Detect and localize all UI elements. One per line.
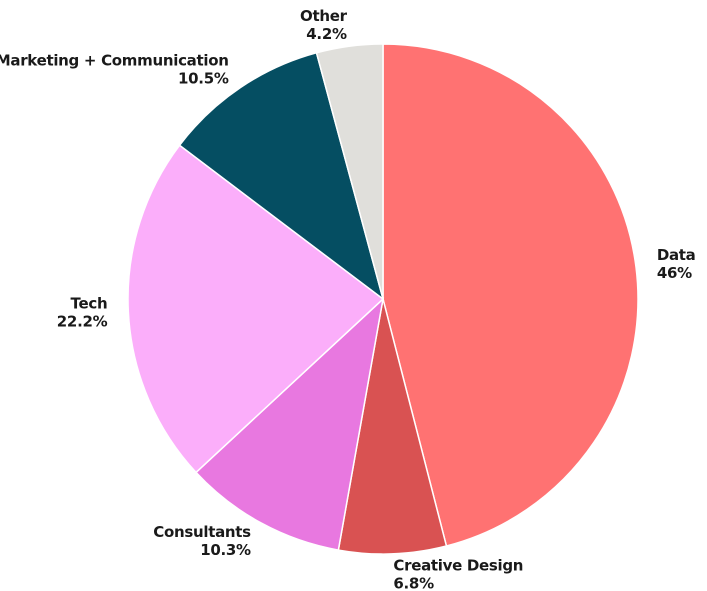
slice-label: Other: [300, 7, 348, 25]
slice-label: Consultants: [153, 523, 251, 541]
slice-label: Tech: [71, 294, 108, 312]
slice-label: Creative Design: [393, 556, 523, 574]
pie-slice: [382, 43, 639, 547]
pie-slice: [127, 144, 385, 474]
slice-value-label: 4.2%: [306, 25, 347, 43]
slice-value-label: 10.5%: [178, 70, 229, 88]
slice-value-label: 22.2%: [57, 312, 108, 330]
slice-value-label: 6.8%: [393, 574, 434, 591]
pie-slice: [178, 51, 385, 301]
slice-label: Data: [657, 246, 696, 264]
slice-value-label: 46%: [657, 264, 692, 282]
slice-label: Marketing + Communication: [0, 52, 229, 70]
slice-value-label: 10.3%: [200, 541, 251, 559]
pie-slice: [315, 43, 384, 300]
pie-slice: [194, 296, 385, 551]
pie-slice: [337, 298, 448, 555]
